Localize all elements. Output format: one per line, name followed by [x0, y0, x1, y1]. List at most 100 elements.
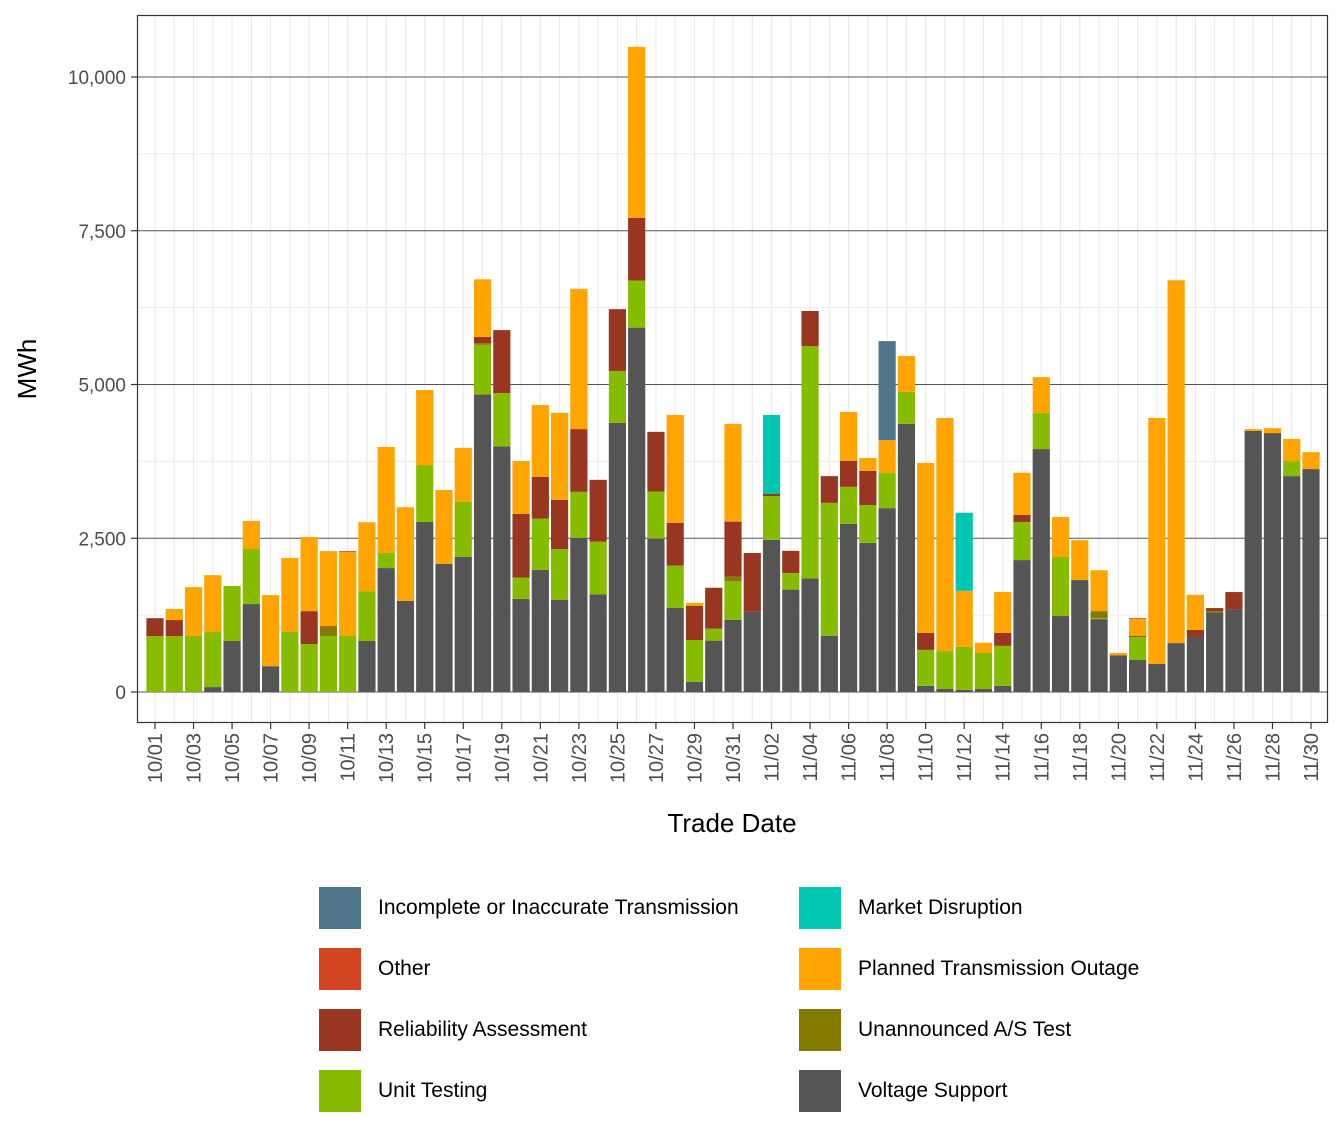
bar-segment-planned-transmission-outage — [1109, 652, 1127, 656]
bar-segment-voltage-support — [859, 542, 877, 692]
legend-key — [799, 1070, 841, 1112]
bar-segment-reliability-assessment — [1206, 608, 1224, 612]
bar-segment-unit-testing — [974, 652, 993, 689]
bar-segment-unit-testing — [936, 651, 954, 689]
x-tick-label: 11/16 — [1031, 733, 1053, 782]
bar-segment-planned-transmission-outage — [1244, 429, 1262, 431]
bar-segment-unit-testing — [358, 591, 376, 641]
legend: Incomplete or Inaccurate Transmission Mar… — [319, 887, 1279, 1112]
bar-segment-unit-testing — [377, 553, 395, 569]
y-axis-title: MWh — [12, 339, 42, 400]
bar-segment-unit-testing — [859, 505, 877, 543]
legend-item: Reliability Assessment — [319, 1009, 799, 1051]
legend-item: Unit Testing — [319, 1070, 799, 1112]
legend-key — [319, 1070, 361, 1112]
bar-segment-planned-transmission-outage — [416, 390, 434, 466]
bar-segment-planned-transmission-outage — [955, 590, 973, 647]
bar-segment-unit-testing — [917, 649, 935, 686]
x-tick-label: 11/04 — [800, 733, 822, 782]
bar-segment-other — [1129, 618, 1147, 620]
bar-segment-planned-transmission-outage — [435, 489, 453, 564]
bar-segment-voltage-support — [1206, 612, 1224, 692]
bar-segment-unit-testing — [454, 501, 472, 557]
legend-label: Incomplete or Inaccurate Transmission — [378, 896, 739, 919]
bar-segment-planned-transmission-outage — [666, 414, 684, 523]
bar-segment-voltage-support — [705, 640, 723, 692]
bar-segment-planned-transmission-outage — [1302, 452, 1320, 470]
bar-segment-unit-testing — [666, 565, 684, 608]
bar-segment-unit-testing — [1013, 521, 1031, 561]
bar-segment-voltage-support — [628, 327, 646, 692]
y-axis: 0 2,500 5,000 7,500 10,000 — [68, 68, 137, 704]
bar-segment-reliability-assessment — [608, 309, 626, 371]
bar-segment-voltage-support — [1051, 616, 1070, 692]
bar-segment-planned-transmission-outage — [994, 592, 1012, 633]
bar-segment-voltage-support — [974, 688, 993, 692]
y-tick-label: 5,000 — [78, 376, 126, 397]
bar-segment-voltage-support — [897, 423, 915, 692]
bar-segment-planned-transmission-outage — [859, 457, 877, 471]
bar-segment-unannounced-a-s-test — [1090, 611, 1108, 619]
bar-segment-planned-transmission-outage — [1129, 619, 1147, 637]
bar-segment-unit-testing — [531, 518, 549, 570]
bar-segment-unit-testing — [589, 541, 607, 595]
bar-segment-voltage-support — [647, 538, 665, 692]
bar-segment-voltage-support — [416, 521, 434, 692]
bar-segment-planned-transmission-outage — [1167, 280, 1185, 644]
bar-segment-voltage-support — [1167, 643, 1185, 692]
x-tick-label: 10/31 — [723, 733, 745, 783]
bar-segment-unit-testing — [762, 496, 781, 540]
bar-segment-reliability-assessment — [570, 429, 588, 492]
bar-segment-unit-testing — [608, 370, 626, 423]
x-tick-label: 11/06 — [839, 733, 861, 782]
x-tick-label: 11/08 — [877, 733, 899, 782]
bar-segment-unit-testing — [1283, 461, 1301, 477]
bar-segment-planned-transmission-outage — [974, 642, 993, 653]
bar-segment-unit-testing — [204, 632, 222, 688]
bar-segment-voltage-support — [512, 598, 530, 692]
bar-segment-voltage-support — [551, 599, 569, 692]
bar-segment-reliability-assessment — [165, 620, 183, 637]
bar-segment-voltage-support — [358, 640, 376, 692]
bar-segment-planned-transmission-outage — [262, 595, 280, 667]
x-axis-title: Trade Date — [667, 808, 796, 838]
y-tick-label: 10,000 — [68, 68, 126, 89]
bar-segment-unit-testing — [1032, 413, 1050, 450]
bar-segment-planned-transmission-outage — [897, 355, 915, 392]
bar-segment-voltage-support — [589, 594, 607, 692]
bar-segment-incomplete-or-inaccurate-transmission — [878, 341, 896, 441]
bar-segment-voltage-support — [685, 681, 704, 692]
y-tick-label: 2,500 — [78, 529, 126, 550]
bar-segment-planned-transmission-outage — [531, 405, 549, 477]
bar-segment-reliability-assessment — [493, 330, 511, 394]
legend-label: Planned Transmission Outage — [858, 957, 1140, 980]
bar-segment-voltage-support — [377, 568, 395, 692]
bar-segment-reliability-assessment — [685, 605, 704, 641]
bar-segment-voltage-support — [473, 394, 492, 692]
bar-segment-voltage-support — [840, 523, 858, 692]
bar-segment-reliability-assessment — [1186, 629, 1204, 637]
bar-segment-voltage-support — [1283, 476, 1301, 692]
legend-label: Unannounced A/S Test — [858, 1018, 1072, 1041]
bar-segment-planned-transmission-outage — [165, 608, 183, 621]
bar-segment-planned-transmission-outage — [454, 447, 472, 502]
bar-segment-reliability-assessment — [319, 626, 337, 628]
bar-segment-unannounced-a-s-test — [724, 576, 742, 581]
bar-segment-voltage-support — [204, 687, 222, 692]
bar-segment-unit-testing — [1051, 557, 1070, 617]
bar-segment-market-disruption — [762, 414, 781, 494]
bar-segment-unit-testing — [512, 577, 530, 599]
bar-segment-voltage-support — [1263, 433, 1282, 692]
x-tick-label: 11/18 — [1070, 733, 1092, 782]
bar-segment-unit-testing — [724, 580, 742, 620]
bar-segment-voltage-support — [878, 508, 896, 692]
bar-segment-unannounced-a-s-test — [1206, 611, 1224, 613]
bar-segment-planned-transmission-outage — [319, 551, 337, 627]
x-tick-label: 10/11 — [338, 733, 360, 782]
legend-label: Reliability Assessment — [378, 1018, 587, 1041]
x-tick-label: 10/13 — [376, 733, 398, 783]
bar-segment-reliability-assessment — [300, 611, 318, 645]
bar-segment-voltage-support — [743, 611, 761, 692]
bar-segment-unit-testing — [165, 636, 183, 692]
bar-segment-unit-testing — [782, 572, 800, 590]
